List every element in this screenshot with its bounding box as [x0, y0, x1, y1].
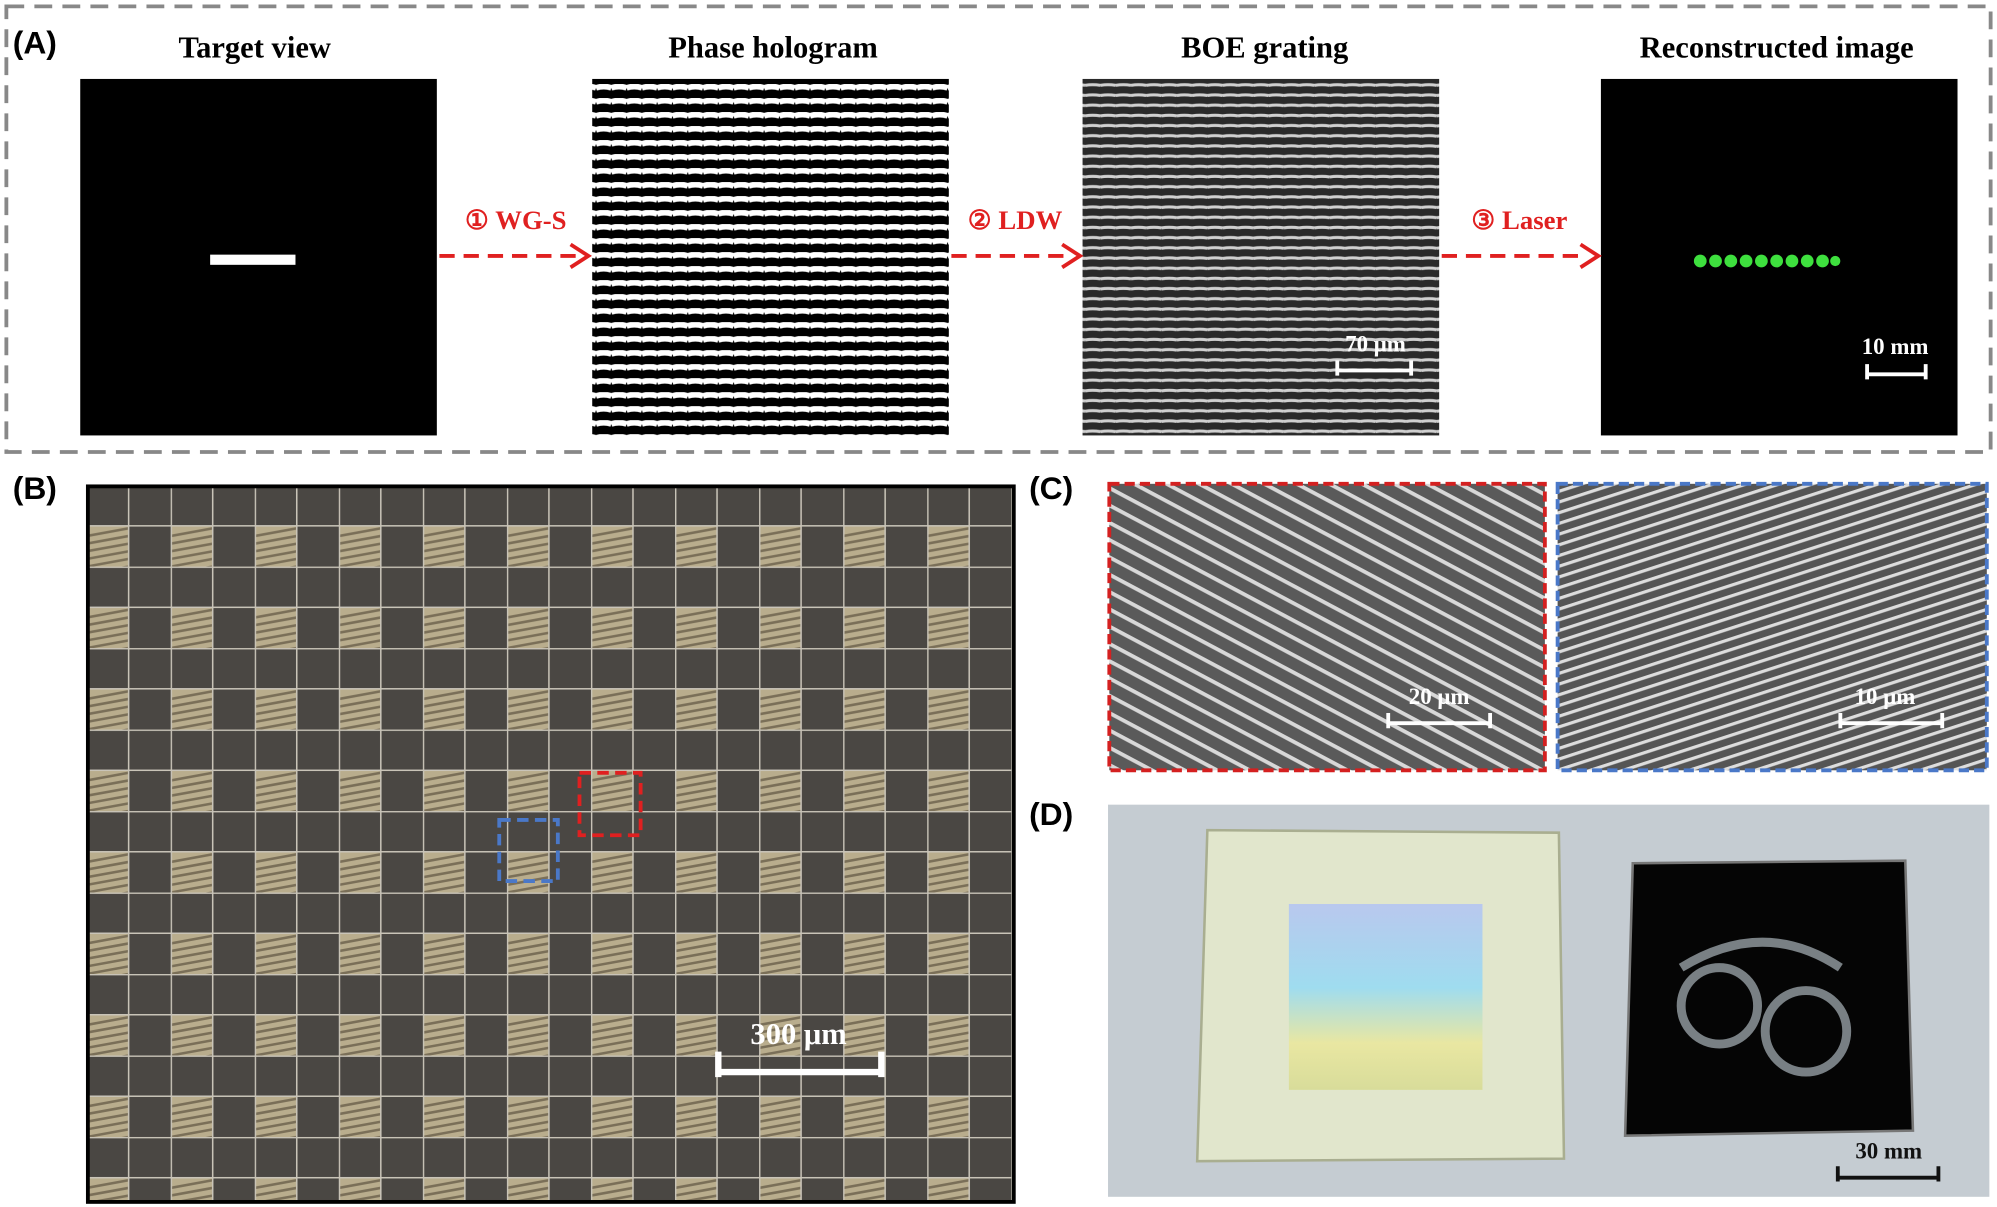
- image-title: Phase hologram: [668, 30, 878, 64]
- crab-pattern: [1676, 937, 1852, 1077]
- panel-label: (A): [13, 24, 57, 60]
- scale-bar: [1865, 364, 1928, 380]
- hologram-image: [592, 78, 949, 436]
- scale-label: 20 μm: [1409, 684, 1470, 709]
- step-label: ② LDW: [968, 205, 1063, 235]
- scale-bar: [715, 1051, 885, 1078]
- sem-image-red: [1107, 481, 1547, 773]
- scale-bar: [1335, 360, 1414, 376]
- blue-roi: [497, 818, 560, 883]
- image-title: Reconstructed image: [1640, 30, 1914, 64]
- panel-label: (C): [1029, 470, 1073, 506]
- target-bar: [210, 254, 296, 265]
- scale-label: 30 mm: [1855, 1139, 1922, 1164]
- scale-label: 300 μm: [750, 1017, 846, 1051]
- sem-image-blue: [1555, 481, 1989, 773]
- rainbow-hologram: [1288, 903, 1483, 1090]
- green-spots: [1693, 254, 1841, 268]
- scale-label: 10 mm: [1862, 334, 1929, 359]
- scale-label: 70 μm: [1345, 331, 1406, 356]
- scale-label: 10 μm: [1855, 684, 1916, 709]
- scale-bar: [1838, 712, 1945, 729]
- step-label: ① WG-S: [465, 205, 566, 235]
- red-roi: [577, 770, 643, 838]
- panel-label: (D): [1029, 796, 1073, 832]
- black-sample: [1623, 859, 1915, 1137]
- boe-image: [1082, 78, 1440, 436]
- grid-image: [85, 484, 1016, 1204]
- panel-label: (B): [13, 470, 57, 506]
- image-title: BOE grating: [1181, 30, 1348, 64]
- panel-a-frame: [4, 4, 1993, 454]
- arrows: [439, 242, 1602, 269]
- step-label: ③ Laser: [1471, 205, 1567, 235]
- scale-bar: [1835, 1166, 1941, 1182]
- image-title: Target view: [178, 30, 330, 64]
- scale-bar: [1386, 712, 1493, 729]
